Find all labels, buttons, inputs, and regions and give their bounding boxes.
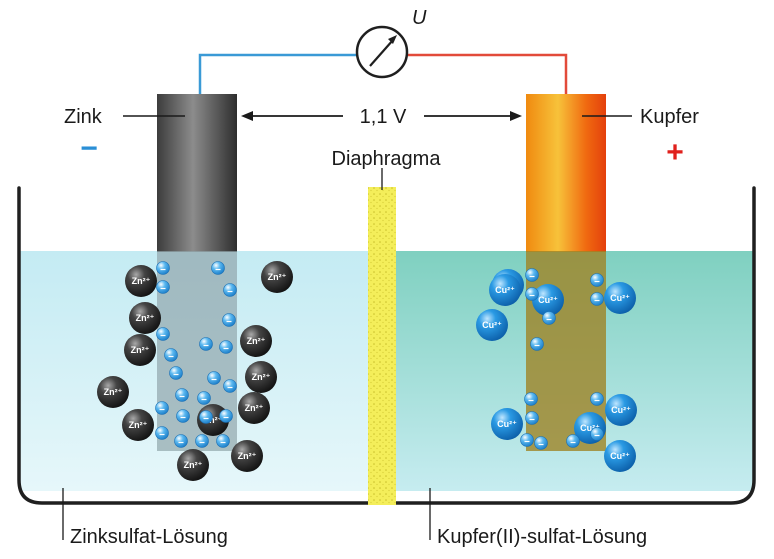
electron	[164, 348, 178, 362]
copper-ion: Cu²⁺	[491, 408, 523, 440]
particles-layer: Zn²⁺ Zn²⁺ Zn²⁺ Zn²⁺ Zn²⁺ Zn²⁺ Zn²⁺ Zn²⁺ Zn²⁺ Zn²⁺…	[97, 261, 637, 481]
electron	[223, 283, 237, 297]
zinc-ion-label: Zn²⁺	[238, 451, 257, 461]
zinc-ion-label: Zn²⁺	[252, 372, 271, 382]
right-solution-label: Kupfer(II)-sulfat-Lösung	[437, 526, 647, 548]
wire-right	[408, 53, 568, 96]
zinc-ion: Zn²⁺	[238, 392, 270, 424]
zinc-ion-label: Zn²⁺	[184, 460, 203, 470]
copper-ion-label: Cu²⁺	[482, 320, 502, 330]
wire-left	[198, 53, 357, 96]
electron	[219, 340, 233, 354]
voltage-arrow	[241, 111, 522, 121]
zinc-ion: Zn²⁺	[177, 449, 209, 481]
copper-ion-label: Cu²⁺	[580, 423, 600, 433]
electron	[534, 436, 548, 450]
electron	[530, 337, 544, 351]
zinc-ion-label: Zn²⁺	[131, 345, 150, 355]
electron	[222, 313, 236, 327]
electron	[223, 379, 237, 393]
left-solution-label: Zinksulfat-Lösung	[70, 526, 228, 548]
electron	[199, 410, 213, 424]
electron	[197, 391, 211, 405]
copper-ion-label: Cu²⁺	[611, 405, 631, 415]
copper-ion: Cu²⁺	[489, 274, 521, 306]
electron	[590, 427, 604, 441]
zinc-ion: Zn²⁺	[129, 302, 161, 334]
electron	[520, 433, 534, 447]
copper-ion: Cu²⁺	[604, 282, 636, 314]
copper-ion-label: Cu²⁺	[610, 451, 630, 461]
electron	[590, 292, 604, 306]
zinc-ion: Zn²⁺	[261, 261, 293, 293]
zinc-ion-label: Zn²⁺	[247, 336, 266, 346]
zinc-ion-label: Zn²⁺	[268, 272, 287, 282]
electron	[211, 261, 225, 275]
electron	[156, 261, 170, 275]
voltage-label: 1,1 V	[360, 106, 407, 128]
zinc-ion: Zn²⁺	[245, 361, 277, 393]
electron	[199, 337, 213, 351]
electron	[542, 311, 556, 325]
copper-ion-label: Cu²⁺	[495, 285, 515, 295]
zinc-ion-label: Zn²⁺	[245, 403, 264, 413]
copper-ion: Cu²⁺	[476, 309, 508, 341]
voltmeter	[355, 25, 409, 79]
zinc-ion: Zn²⁺	[97, 376, 129, 408]
electron	[525, 287, 539, 301]
copper-ion: Cu²⁺	[605, 394, 637, 426]
electron	[155, 426, 169, 440]
copper-ion: Cu²⁺	[532, 284, 564, 316]
zinc-ion: Zn²⁺	[122, 409, 154, 441]
electron	[156, 327, 170, 341]
electron	[175, 388, 189, 402]
electron	[590, 392, 604, 406]
electron	[156, 280, 170, 294]
electron	[219, 409, 233, 423]
electron	[590, 273, 604, 287]
diaphragm	[368, 187, 396, 505]
electron	[525, 411, 539, 425]
zinc-ion-label: Zn²⁺	[136, 313, 155, 323]
electron	[524, 392, 538, 406]
electron	[195, 434, 209, 448]
zinc-ion: Zn²⁺	[231, 440, 263, 472]
anode-label: Zink	[64, 106, 103, 128]
zinc-ion-label: Zn²⁺	[204, 415, 223, 425]
zinc-ion: Zn²⁺	[124, 334, 156, 366]
zinc-ion-label: Zn²⁺	[132, 276, 151, 286]
electron	[176, 409, 190, 423]
electron	[174, 434, 188, 448]
zinc-ion-label: Zn²⁺	[104, 387, 123, 397]
electron	[169, 366, 183, 380]
voltmeter-symbol: U	[412, 7, 427, 29]
electron	[525, 268, 539, 282]
zinc-ion: Zn²⁺	[240, 325, 272, 357]
cathode-sign: +	[666, 136, 684, 169]
separator-label: Diaphragma	[332, 148, 442, 170]
copper-ion: Cu²⁺	[604, 440, 636, 472]
zinc-ion: Zn²⁺	[125, 265, 157, 297]
copper-ion-label: Cu²⁺	[610, 293, 630, 303]
cathode-label: Kupfer	[640, 106, 699, 128]
electron	[216, 434, 230, 448]
zinc-electrode	[157, 94, 237, 451]
copper-ion-label: Cu²⁺	[497, 419, 517, 429]
copper-ion-label: Cu²⁺	[538, 295, 558, 305]
electron	[155, 401, 169, 415]
zinc-ion-label: Zn²⁺	[129, 420, 148, 430]
electron	[566, 434, 580, 448]
electron	[207, 371, 221, 385]
anode-sign: −	[80, 132, 98, 165]
